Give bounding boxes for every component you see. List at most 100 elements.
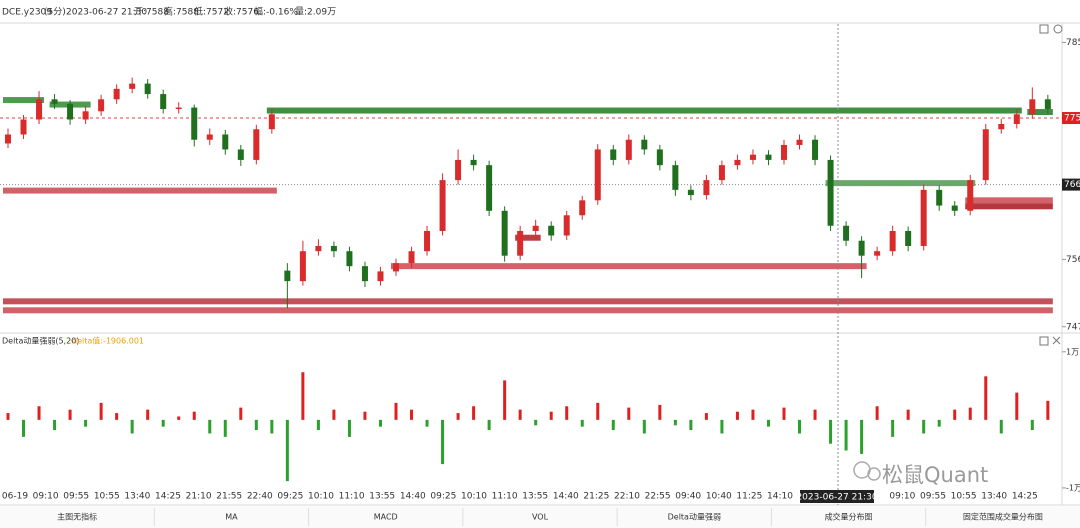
candle-body (424, 230, 431, 252)
crosshair-price-box (1062, 178, 1080, 191)
delta-bar (518, 409, 522, 420)
volume-zone (1027, 109, 1053, 116)
pane-title: Delta动量强弱(5,20) (2, 336, 79, 346)
candle-body (718, 165, 725, 181)
header-symbol: DCE.y2309 (2, 8, 52, 18)
volume-zone (3, 187, 277, 194)
delta-bar (875, 406, 879, 420)
delta-bar (1046, 400, 1050, 420)
candle-body (1013, 114, 1020, 125)
delta-bar (906, 409, 910, 420)
candle-body (253, 129, 260, 160)
x-tick-label: 21:25 (583, 492, 609, 502)
candle-body (175, 107, 182, 110)
delta-bar (999, 419, 1003, 434)
delta-bar (844, 419, 848, 451)
header-datetime: 2023-06-27 21:30 (66, 8, 147, 18)
x-tick-label: 10:55 (951, 492, 977, 502)
delta-bar (456, 413, 460, 420)
candle-body (439, 180, 446, 231)
delta-bar (689, 419, 693, 431)
delta-bar (425, 419, 429, 427)
tab[interactable]: Delta动量强弱 (668, 512, 721, 522)
candle-body (703, 180, 710, 196)
volume-zone (515, 234, 541, 241)
delta-bar (673, 419, 677, 426)
x-tick-label: 21:55 (216, 492, 242, 502)
candle-body (781, 144, 787, 160)
delta-bar (6, 413, 10, 420)
delta-bar (37, 406, 41, 420)
candle-body (20, 119, 27, 135)
delta-bar (968, 407, 972, 420)
delta-bar (363, 411, 367, 420)
y-tick-label: -1万 (1066, 483, 1080, 492)
delta-bar (146, 409, 150, 420)
tab[interactable]: MA (225, 513, 238, 522)
candle-body (377, 271, 384, 282)
delta-bar (99, 402, 103, 420)
tab[interactable]: 主图无指标 (57, 512, 97, 522)
x-tick-label: 22:55 (645, 492, 671, 502)
delta-bar (161, 419, 165, 427)
icon[interactable] (1039, 336, 1049, 346)
candle-body (501, 210, 508, 256)
x-tick-label: 10:10 (308, 492, 334, 502)
candle-body (796, 139, 803, 145)
candle-body (222, 134, 229, 150)
tab[interactable]: 固定范围成交量分布图 (963, 512, 1043, 522)
volume-zone (965, 197, 1053, 204)
delta-bar (549, 411, 553, 420)
pane-subtitle: delta值:-1906.001 (72, 336, 144, 346)
candle-body (346, 251, 353, 267)
delta-bar (223, 419, 227, 437)
delta-bar (192, 411, 196, 420)
candle-body (361, 266, 368, 282)
tab[interactable]: 成交量分布图 (825, 512, 873, 522)
candle-body (827, 159, 834, 226)
tab[interactable]: MACD (374, 513, 398, 522)
candle-body (625, 139, 632, 160)
x-tick-label: 09:25 (277, 492, 303, 502)
candle-body (858, 240, 865, 256)
delta-bar (487, 419, 491, 431)
candle-body (920, 189, 927, 246)
icon[interactable] (1053, 24, 1063, 34)
delta-bar (565, 406, 569, 420)
candle-body (51, 99, 58, 104)
x-tick-label: 06-19 (2, 492, 28, 502)
candle-body (998, 124, 1005, 130)
header-high: 高:7588 (164, 6, 199, 18)
delta-bar (720, 419, 724, 434)
crosshair-price-label: 7665 (1064, 180, 1080, 190)
tab[interactable]: VOL (532, 513, 549, 522)
delta-bar (534, 419, 538, 426)
candle-body (936, 189, 943, 206)
delta-bar (829, 419, 833, 444)
icon[interactable] (1039, 24, 1049, 34)
y-tick-label: 7565 (1066, 255, 1080, 265)
volume-zone (3, 307, 1053, 314)
candle-body (967, 180, 974, 211)
candle-body (982, 129, 989, 181)
candle-body (672, 165, 679, 190)
volume-zone (825, 180, 976, 187)
delta-bar (596, 402, 600, 420)
x-tick-label: 21:10 (186, 492, 212, 502)
x-tick-label: 09:55 (920, 492, 946, 502)
candle-body (237, 149, 244, 160)
delta-bar (627, 407, 631, 420)
x-tick-label: 14:40 (553, 492, 579, 502)
close-icon[interactable] (1052, 336, 1061, 345)
candle-body (113, 88, 120, 100)
candle-body (129, 83, 136, 89)
candle-body (455, 159, 462, 181)
header-close: 收:7576 (224, 6, 259, 18)
candle-body (82, 111, 89, 120)
y-tick-label: 7855 (1066, 38, 1080, 48)
x-tick-label: 09:55 (63, 492, 89, 502)
delta-bar (84, 419, 88, 427)
delta-bar (658, 404, 662, 420)
x-tick-label: 11:25 (736, 492, 762, 502)
